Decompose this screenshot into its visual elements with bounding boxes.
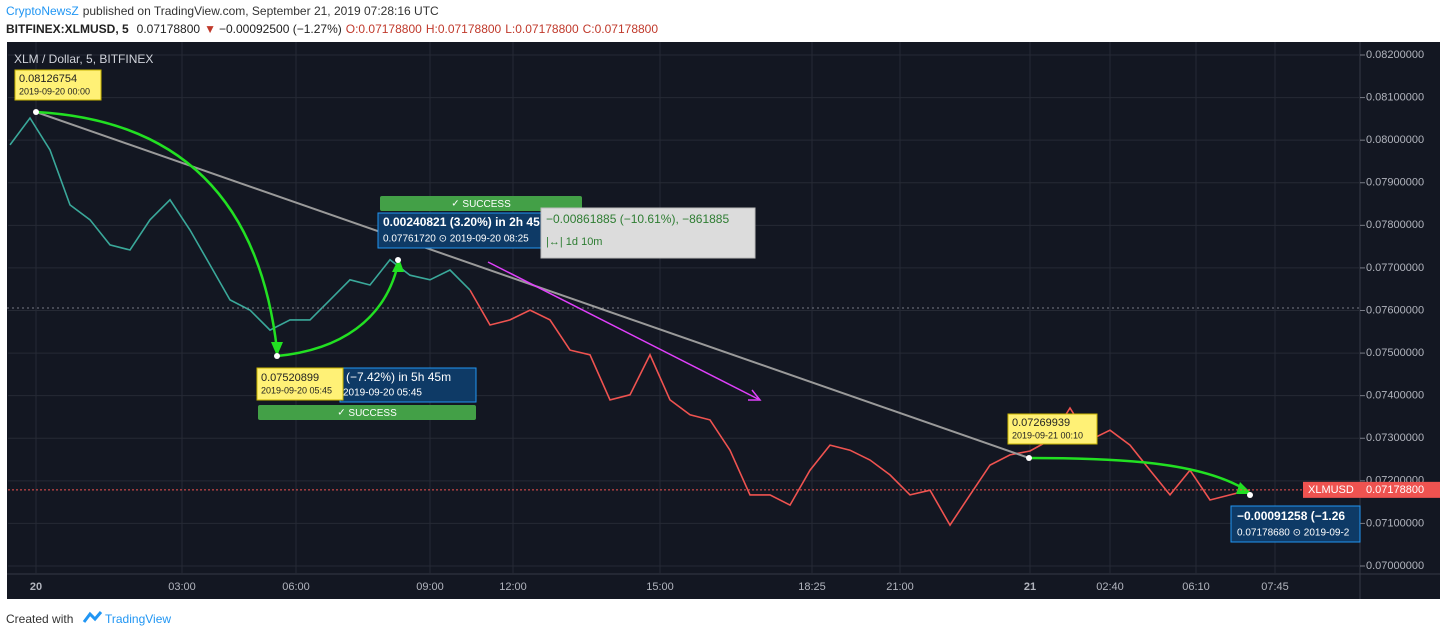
range-box xyxy=(540,207,756,259)
label-box xyxy=(1007,413,1098,445)
y-tick-label: 0.07000000 xyxy=(1366,560,1424,572)
label-price: 0.07269939 xyxy=(1012,417,1070,429)
y-tick-label: 0.08200000 xyxy=(1366,49,1424,61)
last: 0.07178800 xyxy=(137,22,201,36)
point xyxy=(395,257,401,263)
measure-date: 0.07761720 ⊙ 2019-09-20 08:25 xyxy=(383,234,529,245)
change: −0.00092500 (−1.27%) xyxy=(219,22,342,36)
badge-text: ✓ SUCCESS xyxy=(337,408,397,419)
measure-date: 0.07178680 ⊙ 2019-09-2 xyxy=(1237,528,1350,539)
axes: 0.070000000.071000000.072000000.07300000… xyxy=(8,49,1440,593)
point xyxy=(1247,492,1253,498)
badge xyxy=(258,405,476,420)
range-duration-value: 1d 10m xyxy=(566,236,603,248)
point xyxy=(274,353,280,359)
label-box xyxy=(14,69,102,101)
arrowhead xyxy=(1236,482,1252,494)
legend-title: XLM / Dollar, 5, BITFINEX xyxy=(14,52,153,66)
published: published on TradingView.com, September … xyxy=(83,4,439,18)
measure-text: 0.00240821 (3.20%) in 2h 45m xyxy=(383,215,550,229)
y-tick-label: 0.07100000 xyxy=(1366,517,1424,529)
down-arrow: ▼ xyxy=(204,22,216,36)
price-tag-bg xyxy=(1303,481,1440,498)
arrowhead xyxy=(392,258,404,272)
magenta-arrow xyxy=(487,261,759,400)
point xyxy=(33,109,39,115)
price-line xyxy=(469,289,1251,527)
x-tick-label: 02:40 xyxy=(1096,581,1124,593)
x-tick-label: 21 xyxy=(1024,581,1036,593)
label-price: 0.08126754 xyxy=(19,73,77,85)
x-tick-label: 03:00 xyxy=(168,581,196,593)
y-tick-label: 0.08000000 xyxy=(1366,134,1424,146)
y-tick-label: 0.08100000 xyxy=(1366,91,1424,103)
x-tick-label: 21:00 xyxy=(886,581,914,593)
chart-panel xyxy=(7,42,1440,599)
y-tick-label: 0.07900000 xyxy=(1366,177,1424,189)
y-tick-label: 0.07300000 xyxy=(1366,432,1424,444)
badge-label: SUCCESS xyxy=(462,199,511,210)
x-tick-label: 09:00 xyxy=(416,581,444,593)
price-tag-label: 0.07178800 xyxy=(1366,484,1424,496)
measure-box xyxy=(1230,505,1361,543)
footer-brand[interactable]: TradingView xyxy=(105,612,171,626)
x-tick-label: 07:45 xyxy=(1261,581,1289,593)
badge xyxy=(380,196,582,211)
open: O:0.07178800 xyxy=(346,22,422,36)
close: C:0.07178800 xyxy=(583,22,659,36)
publisher[interactable]: CryptoNewsZ xyxy=(6,4,79,18)
point xyxy=(1026,455,1032,461)
measure-text: −0.00091258 (−1.26 xyxy=(1237,509,1345,523)
measure-text: (−7.42%) in 5h 45m xyxy=(346,370,451,384)
footer-created: Created with xyxy=(6,612,73,626)
y-tick-label: 0.07400000 xyxy=(1366,390,1424,402)
symbol-line: BITFINEX:XLMUSD, 5 0.07178800 ▼ −0.00092500… xyxy=(6,22,658,36)
x-tick-label: 06:00 xyxy=(282,581,310,593)
price-line xyxy=(9,116,471,332)
badge-text: ✓ SUCCESS xyxy=(451,199,511,210)
logo xyxy=(82,611,103,623)
label-date: 2019-09-20 05:45 xyxy=(261,385,332,395)
x-tick-label: 06:10 xyxy=(1182,581,1210,593)
measure-box xyxy=(377,212,544,249)
range-text: −0.00861885 (−10.61%), −861885 xyxy=(546,212,729,226)
y-tick-label: 0.07500000 xyxy=(1366,347,1424,359)
x-tick-label: 20 xyxy=(30,581,42,593)
label-date: 2019-09-21 00:10 xyxy=(1012,430,1083,440)
low: L:0.07178800 xyxy=(505,22,579,36)
x-tick-label: 12:00 xyxy=(499,581,527,593)
price-tag-symbol: XLMUSD xyxy=(1308,484,1354,496)
symbol: BITFINEX:XLMUSD, 5 xyxy=(6,22,129,36)
arrow-curve xyxy=(1028,456,1247,492)
y-tick-label: 0.07800000 xyxy=(1366,219,1424,231)
label-box xyxy=(256,367,344,401)
arrow-curve xyxy=(276,263,400,358)
range-duration: |↔| 1d 10m xyxy=(546,236,602,248)
x-tick-label: 15:00 xyxy=(646,581,674,593)
measure-date: 2019-09-20 05:45 xyxy=(343,388,422,399)
y-tick-label: 0.07700000 xyxy=(1366,262,1424,274)
arrowhead xyxy=(271,342,283,356)
label-date: 2019-09-20 00:00 xyxy=(19,86,90,96)
arrow-curve xyxy=(35,110,279,351)
y-tick-label: 0.07600000 xyxy=(1366,304,1424,316)
arrowhead xyxy=(748,389,762,401)
x-tick-label: 18:25 xyxy=(798,581,826,593)
label-price: 0.07520899 xyxy=(261,372,319,384)
measure-box xyxy=(339,367,477,403)
header-line: CryptoNewsZ published on TradingView.com,… xyxy=(6,4,439,18)
high: H:0.07178800 xyxy=(426,22,502,36)
badge-label: SUCCESS xyxy=(348,408,397,419)
lines xyxy=(9,116,1251,527)
